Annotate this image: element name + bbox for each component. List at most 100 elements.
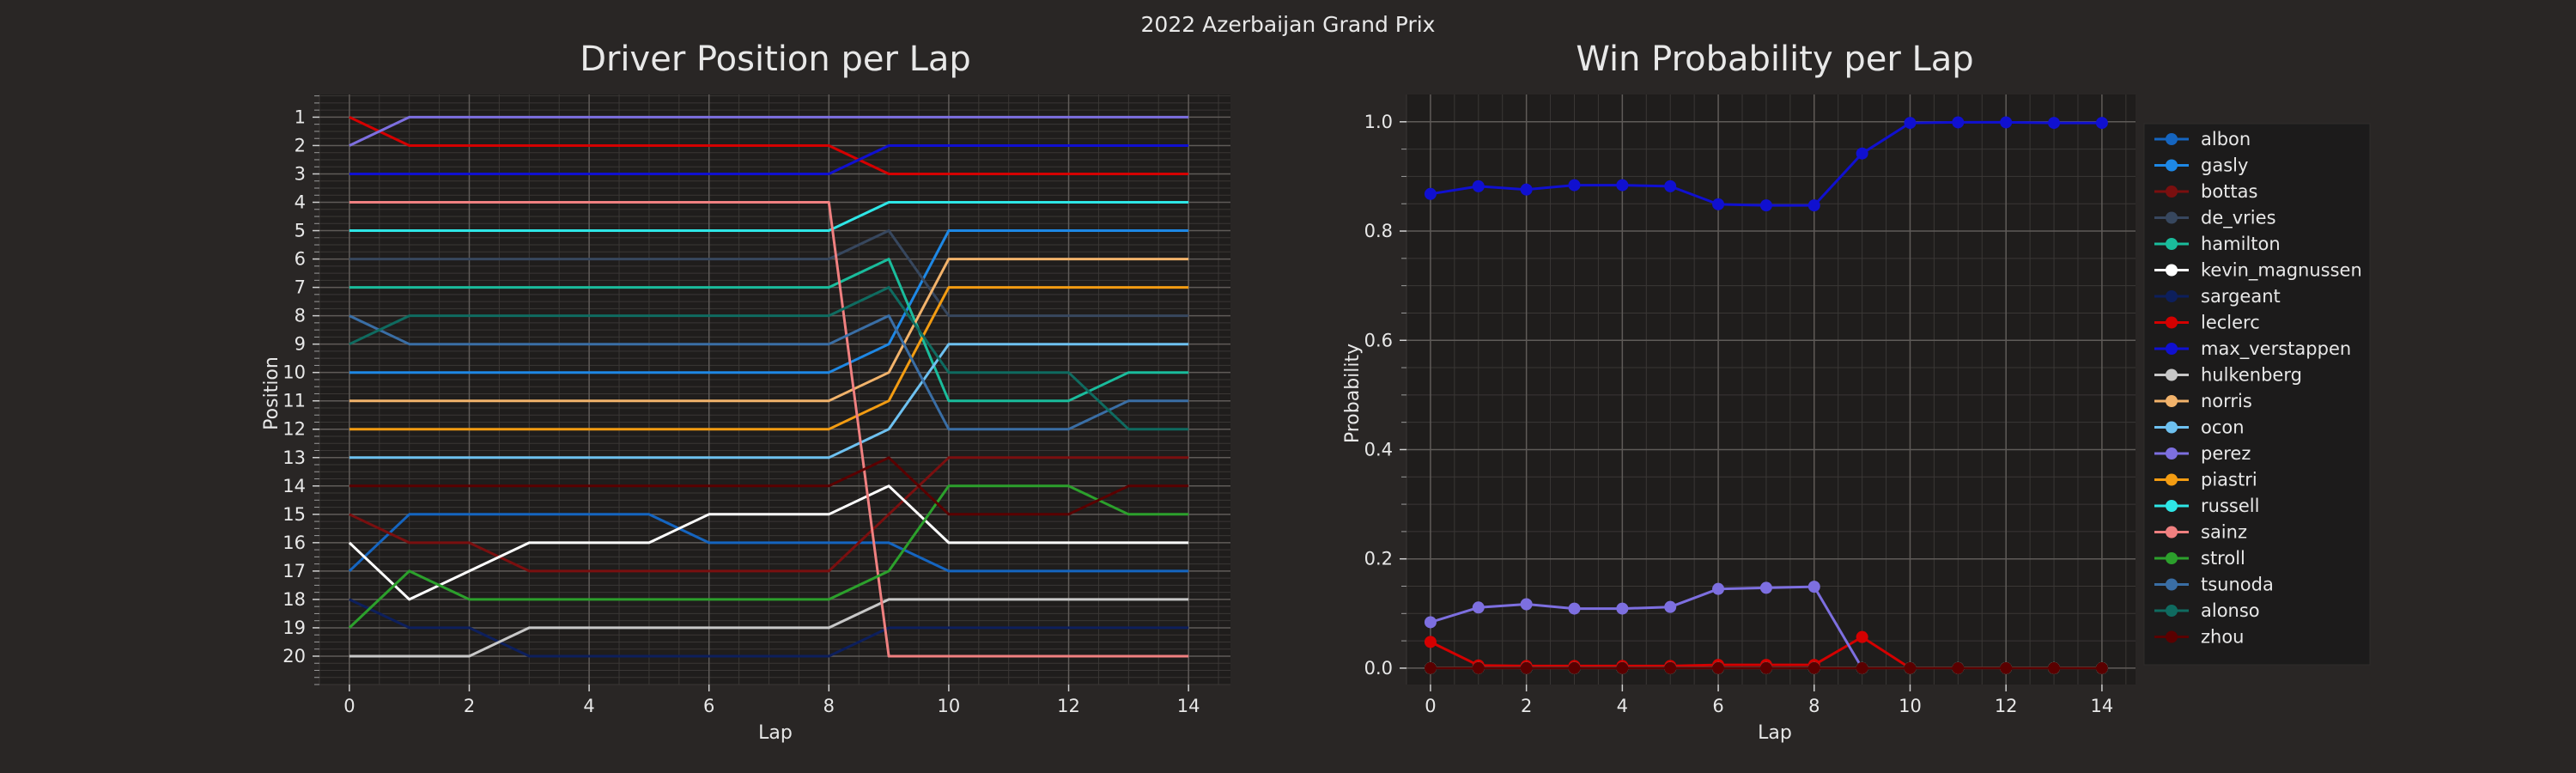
position-chart: Driver Position per Lap Lap Position 0 2 4… (261, 40, 1230, 744)
data-point-perez (1616, 602, 1629, 615)
legend-label: gasly (2201, 155, 2248, 176)
tick-label-y: 14 (283, 476, 306, 496)
legend-label: stroll (2201, 548, 2245, 569)
probability-chart-ylabel: Probability (1342, 344, 1364, 443)
tick-label-x: 6 (1712, 696, 1723, 716)
series-line-norris (349, 258, 1189, 403)
data-point-max_verstappen (1712, 198, 1725, 210)
tick-label-x: 14 (2091, 696, 2114, 716)
series-line-leclerc (349, 116, 1189, 175)
probability-chart-title: Win Probability per Lap (1576, 40, 1973, 79)
tick-label-y: 0.8 (1364, 221, 1393, 241)
legend-swatch-marker (2166, 368, 2178, 381)
tick-label-x: 0 (1425, 696, 1436, 716)
legend-swatch-marker (2166, 316, 2178, 329)
series-line-gasly (349, 229, 1189, 374)
tick-label-y: 10 (283, 362, 306, 383)
data-point-max_verstappen (2000, 116, 2013, 129)
legend-label: hamilton (2201, 234, 2281, 254)
series-line-russell (349, 201, 1189, 232)
data-point-max_verstappen (1856, 147, 1868, 160)
tick-label-x: 12 (1995, 696, 2018, 716)
data-point-zhou (1472, 661, 1485, 674)
tick-label-y: 9 (295, 334, 306, 355)
data-point-zhou (2000, 661, 2013, 674)
legend-label: sainz (2201, 522, 2247, 543)
legend-swatch-marker (2166, 552, 2178, 564)
legend-label: albon (2201, 129, 2251, 149)
tick-label-y: 0.0 (1364, 658, 1393, 679)
data-point-zhou (1424, 661, 1437, 674)
position-chart-title: Driver Position per Lap (580, 40, 971, 79)
series-line-kevin_magnussen (348, 484, 1189, 601)
series-line-bottas (349, 456, 1189, 573)
series-line-tsunoda (349, 314, 1189, 431)
legend-label: hulkenberg (2201, 365, 2302, 386)
data-point-max_verstappen (1904, 117, 1917, 130)
legend-swatch-marker (2166, 526, 2178, 539)
data-point-max_verstappen (1520, 183, 1533, 196)
data-point-perez (1807, 581, 1820, 593)
legend-swatch-marker (2166, 186, 2178, 198)
data-point-max_verstappen (2048, 117, 2061, 130)
figure-suptitle: 2022 Azerbaijan Grand Prix (1141, 12, 1436, 37)
series-line-hamilton (349, 258, 1189, 403)
data-point-zhou (1520, 661, 1533, 674)
tick-label-x: 8 (823, 696, 835, 716)
data-point-zhou (1904, 661, 1917, 674)
legend-label: kevin_magnussen (2201, 260, 2362, 282)
tick-label-y: 15 (283, 504, 306, 525)
data-point-perez (1424, 616, 1437, 629)
legend-box (2143, 123, 2371, 666)
data-point-max_verstappen (1807, 199, 1820, 212)
legend-swatch-marker (2166, 605, 2178, 617)
series-line-sargeant (349, 598, 1189, 658)
tick-label-x: 2 (464, 696, 475, 716)
position-chart-ylabel: Position (261, 356, 283, 430)
data-point-max_verstappen (1759, 199, 1772, 212)
legend-swatch-marker (2166, 578, 2178, 591)
data-point-zhou (1807, 661, 1820, 674)
legend: albon gasly bottas de_vries hamilton kevin_ma… (2143, 123, 2371, 666)
tick-label-y: 1.0 (1364, 112, 1393, 132)
data-point-perez (1712, 582, 1725, 595)
legend-swatch-marker (2166, 630, 2178, 643)
series-line-albon (348, 513, 1189, 573)
series-line-sainz (349, 201, 1189, 658)
legend-label: norris (2201, 391, 2252, 411)
legend-swatch-marker (2166, 211, 2178, 224)
legend-swatch-marker (2166, 159, 2178, 172)
legend-label: ocon (2201, 417, 2245, 438)
tick-label-y: 8 (295, 306, 306, 326)
data-point-leclerc (1856, 630, 1868, 643)
data-point-max_verstappen (1472, 180, 1485, 192)
plot-background (319, 94, 1230, 685)
legend-swatch-marker (2166, 133, 2178, 145)
tick-label-y: 0.6 (1364, 330, 1393, 350)
series-line-perez (349, 115, 1189, 147)
data-point-leclerc (1424, 636, 1437, 648)
data-point-max_verstappen (2095, 117, 2108, 130)
probability-chart-xlabel: Lap (1758, 722, 1792, 744)
data-point-zhou (1952, 661, 1965, 674)
tick-label-y: 0.2 (1364, 549, 1393, 569)
tick-label-x: 4 (583, 696, 594, 716)
data-point-zhou (1664, 661, 1677, 674)
tick-label-x: 6 (703, 696, 714, 716)
data-point-max_verstappen (1568, 179, 1581, 192)
tick-label-y: 4 (295, 192, 306, 213)
tick-label-x: 10 (1899, 696, 1922, 716)
tick-label-y: 13 (283, 447, 306, 468)
tick-label-x: 12 (1057, 696, 1080, 716)
legend-swatch-marker (2166, 500, 2178, 512)
legend-label: alonso (2201, 600, 2260, 621)
legend-label: perez (2201, 443, 2251, 464)
legend-label: sargeant (2201, 286, 2281, 307)
probability-plot-area: 0 2 4 6 8 10 12 14 0.0 0.2 0.4 0.6 0.8 1.0 (1364, 94, 2136, 716)
tick-label-y: 5 (295, 221, 306, 241)
series-line-zhou (349, 456, 1189, 516)
legend-swatch-marker (2166, 238, 2178, 250)
tick-label-x: 10 (938, 696, 961, 716)
tick-label-y: 2 (295, 135, 306, 155)
